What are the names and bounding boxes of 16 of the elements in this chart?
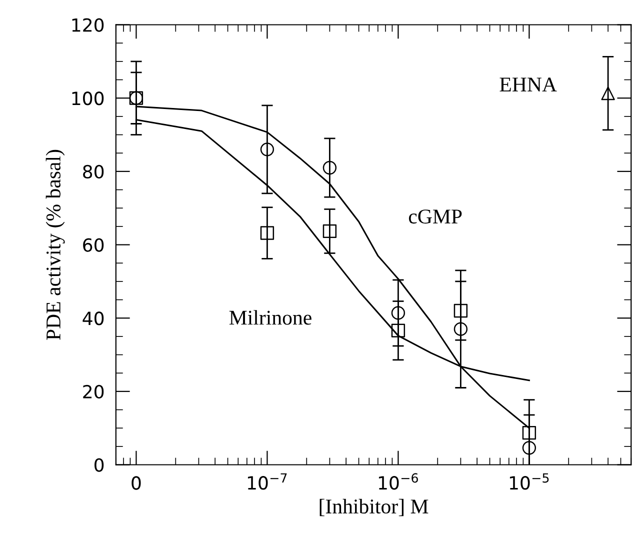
y-tick-label: 120 — [72, 18, 104, 32]
y-tick-label: 0 — [94, 458, 104, 472]
x-axis-title: [Inhibitor] M — [320, 498, 428, 516]
annotation: cGMP — [408, 210, 462, 224]
annotation: Milrinone — [229, 310, 312, 325]
y-tick-label: 40 — [82, 312, 104, 326]
x-tick-label: 0 — [132, 476, 141, 490]
y-tick-label: 20 — [83, 384, 104, 399]
y-axis-title: PDE activity (% basal) — [46, 150, 65, 340]
y-tick-label: 80 — [83, 164, 104, 179]
x-tick-label: 10$^{−5}$ — [510, 473, 549, 490]
y-tick-label: 60 — [83, 238, 104, 252]
annotation: EHNA — [500, 78, 557, 92]
x-tick-label: 10$^{−6}$ — [378, 473, 418, 490]
y-tick-label: 100 — [72, 92, 104, 106]
x-tick-label: 10$^{−7}$ — [248, 473, 287, 490]
